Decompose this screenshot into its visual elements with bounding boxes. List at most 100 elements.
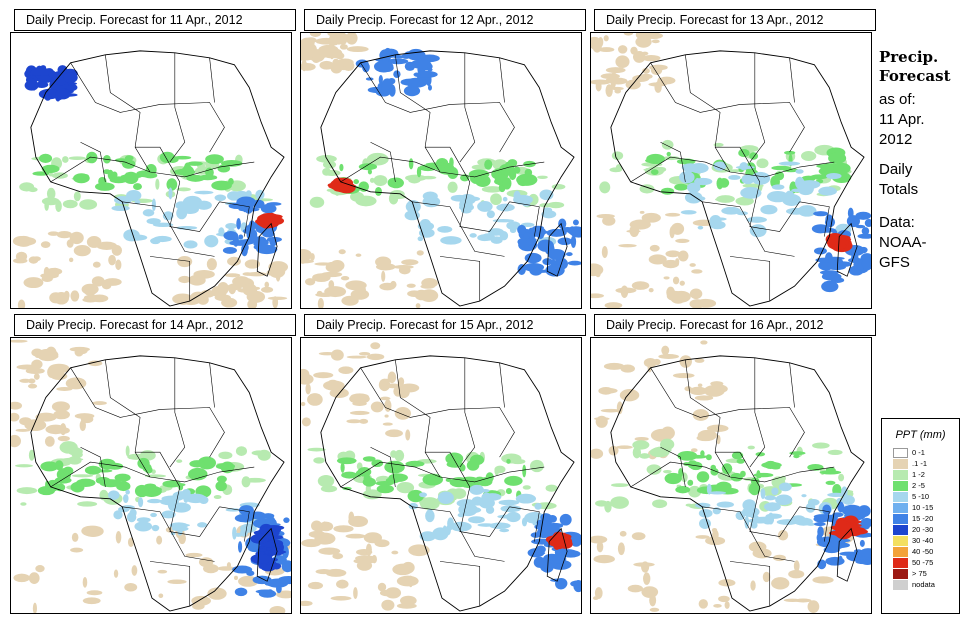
precip-cell: [122, 159, 136, 169]
precip-cell: [506, 221, 521, 230]
precip-cell: [708, 491, 727, 495]
precip-cell: [28, 449, 35, 461]
precip-cell: [340, 276, 350, 281]
precip-cell: [627, 584, 644, 593]
precip-cell: [405, 460, 425, 467]
precip-cell: [167, 579, 187, 585]
precip-cell: [350, 393, 370, 401]
precip-cell: [47, 366, 57, 379]
precip-cell: [317, 297, 324, 308]
precip-cell: [307, 447, 326, 452]
precip-cell: [123, 171, 139, 185]
precip-cell: [234, 587, 248, 597]
precip-cell: [545, 484, 558, 492]
country-border: [209, 362, 215, 408]
precip-cell: [178, 275, 191, 284]
precip-cell: [517, 224, 527, 235]
madagascar-outline: [256, 222, 278, 277]
africa-coastline: [610, 355, 865, 612]
precip-cell: [680, 210, 697, 215]
precip-cell: [217, 281, 229, 295]
precip-cell: [197, 522, 208, 528]
legend-label: 50 -75: [912, 558, 934, 567]
precip-cell: [16, 487, 38, 495]
precip-field: [591, 33, 871, 308]
precip-cell: [369, 177, 375, 183]
country-border: [169, 357, 186, 468]
precip-cell: [268, 548, 285, 556]
precip-cell: [151, 524, 160, 532]
precip-cell: [593, 554, 615, 564]
precip-cell: [707, 384, 728, 394]
precip-cell: [417, 236, 424, 242]
precip-cell: [591, 535, 608, 544]
precip-cell: [133, 183, 142, 191]
precip-cell: [604, 500, 612, 513]
forecast-panel-14-apr: Daily Precip. Forecast for 14 Apr., 2012: [10, 314, 296, 614]
precip-cell: [778, 482, 792, 492]
precip-cell: [146, 218, 161, 225]
precip-cell: [749, 224, 767, 238]
precip-cell: [254, 286, 261, 290]
precip-cell: [315, 292, 335, 297]
precip-cell: [567, 260, 581, 266]
precip-cell: [611, 86, 624, 91]
precip-cell: [447, 181, 458, 193]
precip-cell: [330, 349, 344, 361]
precip-cell: [46, 187, 56, 200]
precip-cell: [134, 484, 149, 498]
precip-cell: [111, 171, 118, 179]
source-line2: GFS: [879, 254, 910, 271]
precip-cell: [363, 474, 371, 484]
country-border: [799, 201, 830, 237]
precip-cell: [103, 169, 111, 175]
precip-cell: [654, 81, 662, 93]
precip-cell: [365, 543, 372, 556]
precip-cell: [82, 576, 88, 588]
precip-cell: [771, 577, 790, 590]
precip-cell: [555, 579, 567, 590]
precip-cell: [301, 254, 307, 264]
precip-cell: [383, 378, 393, 383]
legend-title: PPT (mm): [895, 429, 946, 441]
precip-cell: [766, 190, 789, 203]
precip-cell: [552, 554, 567, 564]
precip-cell: [115, 259, 122, 271]
precip-cell: [317, 475, 335, 488]
country-border: [715, 451, 800, 537]
precip-cell: [650, 428, 673, 442]
country-border: [439, 561, 481, 607]
panel-title: Daily Precip. Forecast for 12 Apr., 2012: [304, 9, 586, 31]
precip-cell: [301, 37, 315, 49]
precip-cell: [692, 409, 709, 421]
precip-cell: [69, 346, 90, 352]
precip-cell: [33, 373, 40, 380]
precip-cell: [550, 539, 565, 545]
precip-cell: [55, 88, 71, 100]
precip-cell: [619, 530, 627, 537]
precip-cell: [323, 169, 341, 177]
precip-cell: [244, 477, 266, 483]
precip-cell: [498, 499, 520, 506]
precip-cell: [318, 351, 336, 356]
precip-cell: [857, 233, 871, 239]
country-border: [395, 359, 441, 478]
precip-cell: [822, 271, 835, 281]
country-border: [630, 156, 835, 183]
legend-label: 2 -5: [912, 481, 925, 490]
precip-cell: [48, 172, 54, 177]
precip-cell: [242, 228, 256, 235]
precip-cell: [860, 517, 871, 528]
precip-cell: [633, 562, 655, 567]
precip-cell: [352, 401, 367, 407]
precip-cell: [649, 594, 657, 607]
precip-cell: [213, 495, 222, 500]
precip-cell: [346, 46, 369, 53]
precip-cell: [393, 265, 414, 269]
precip-cell: [114, 473, 131, 482]
precip-cell: [712, 529, 719, 541]
precip-cell: [713, 161, 727, 171]
precip-cell: [134, 521, 153, 532]
precip-cell: [19, 417, 32, 426]
country-border: [439, 256, 481, 302]
